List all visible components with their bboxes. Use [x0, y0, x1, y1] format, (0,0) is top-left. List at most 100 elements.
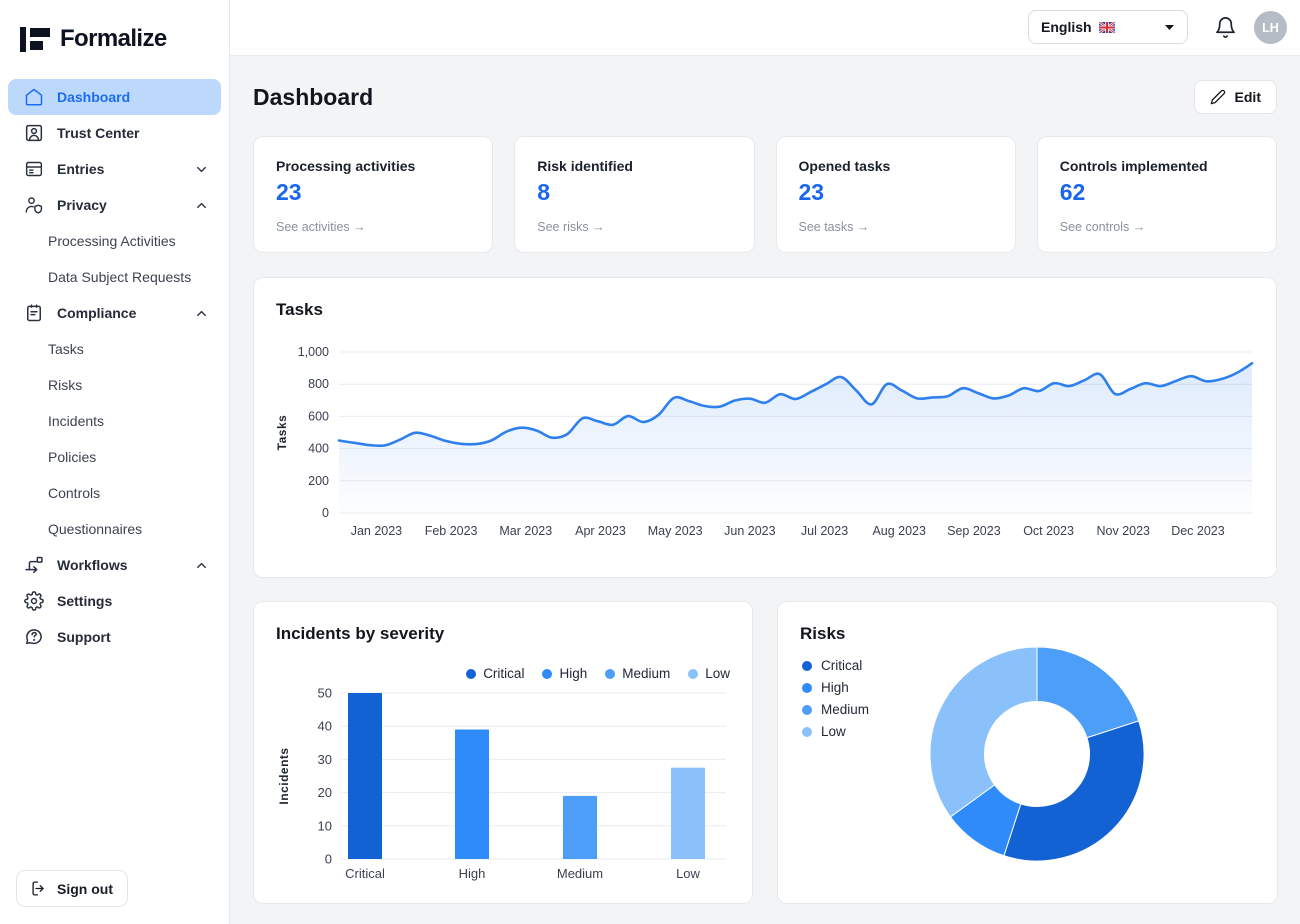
stat-cards-row: Processing activities 23 See activities … — [253, 136, 1277, 253]
risks-card-title: Risks — [800, 624, 846, 643]
incidents-bar-chart: 0 10 20 30 40 50 Incidents Critical High Medium Lo… — [276, 682, 732, 894]
legend-item-high: High — [802, 680, 869, 695]
svg-text:Jul 2023: Jul 2023 — [801, 524, 848, 538]
sidebar-item-settings[interactable]: Settings — [8, 583, 221, 619]
sidebar-item-label: Workflows — [57, 557, 128, 573]
sidebar-item-label: Tasks — [48, 341, 84, 357]
brand-logo-icon — [20, 26, 50, 52]
incidents-card: Incidents by severity Critical High Medi… — [253, 601, 753, 904]
sidebar-item-label: Controls — [48, 485, 101, 501]
see-tasks-link[interactable]: See tasks → — [798, 220, 870, 234]
see-activities-link[interactable]: See activities → — [276, 220, 366, 234]
svg-text:50: 50 — [318, 686, 332, 701]
sidebar-item-incidents[interactable]: Incidents — [0, 403, 229, 439]
stat-value: 23 — [798, 179, 825, 205]
stat-title: Risk identified — [537, 158, 633, 174]
legend-item-medium: Medium — [605, 666, 670, 681]
see-controls-link[interactable]: See controls → — [1059, 220, 1146, 234]
svg-text:Medium: Medium — [557, 866, 603, 881]
sidebar-item-tasks[interactable]: Tasks — [0, 331, 229, 367]
entries-icon — [24, 159, 44, 179]
stat-title: Opened tasks — [798, 158, 891, 174]
brand-name: Formalize — [60, 25, 167, 52]
stat-card-risk-identified: Risk identified 8 See risks → — [514, 136, 755, 253]
svg-text:40: 40 — [318, 719, 332, 734]
svg-text:Sep 2023: Sep 2023 — [947, 524, 1001, 538]
sidebar-item-processing-activities[interactable]: Processing Activities — [0, 223, 229, 259]
language-label: English — [1041, 19, 1092, 35]
uk-flag-icon — [1098, 21, 1115, 33]
stat-value: 8 — [537, 179, 551, 205]
sidebar-item-dashboard[interactable]: Dashboard — [8, 79, 221, 115]
language-select[interactable]: English — [1028, 10, 1188, 44]
svg-text:Aug 2023: Aug 2023 — [872, 524, 926, 538]
stat-card-controls-implemented: Controls implemented 62 See controls → — [1036, 136, 1277, 253]
edit-button[interactable]: Edit — [1193, 80, 1277, 114]
legend-item-medium: Medium — [802, 702, 869, 717]
sidebar-item-label: Compliance — [57, 305, 137, 321]
chevron-up-icon — [194, 306, 209, 321]
risks-card: Risks Critical High Medium Low — [777, 601, 1278, 904]
topbar: English LH — [230, 0, 1300, 56]
svg-text:0: 0 — [325, 852, 332, 867]
legend-item-low: Low — [688, 666, 730, 681]
gear-icon — [24, 591, 44, 611]
sidebar-item-controls[interactable]: Controls — [0, 475, 229, 511]
avatar[interactable]: LH — [1254, 11, 1287, 44]
workflows-icon — [24, 555, 44, 575]
sidebar-item-privacy[interactable]: Privacy — [8, 187, 221, 223]
svg-text:Jan 2023: Jan 2023 — [351, 524, 402, 538]
chevron-up-icon — [194, 558, 209, 573]
svg-text:Feb 2023: Feb 2023 — [425, 524, 478, 538]
legend-item-high: High — [542, 666, 587, 681]
see-risks-link[interactable]: See risks → — [537, 220, 605, 234]
sidebar-item-trust-center[interactable]: Trust Center — [8, 115, 221, 151]
sidebar: Formalize Dashboard Trust Center Entries… — [0, 0, 230, 924]
svg-text:1,000: 1,000 — [298, 345, 329, 359]
sidebar-item-questionnaires[interactable]: Questionnaires — [0, 511, 229, 547]
sidebar-item-label: Privacy — [57, 197, 107, 213]
sidebar-item-policies[interactable]: Policies — [0, 439, 229, 475]
sidebar-item-entries[interactable]: Entries — [8, 151, 221, 187]
sidebar-item-label: Processing Activities — [48, 233, 176, 249]
sidebar-item-data-subject-requests[interactable]: Data Subject Requests — [0, 259, 229, 295]
sidebar-item-compliance[interactable]: Compliance — [8, 295, 221, 331]
stat-value: 23 — [276, 179, 302, 205]
svg-text:Apr 2023: Apr 2023 — [575, 524, 626, 538]
svg-text:Tasks: Tasks — [276, 415, 289, 451]
incidents-legend: Critical High Medium Low — [466, 666, 730, 681]
sidebar-item-risks[interactable]: Risks — [0, 367, 229, 403]
sign-out-label: Sign out — [57, 880, 113, 897]
svg-text:Dec 2023: Dec 2023 — [1171, 524, 1225, 538]
svg-text:Incidents: Incidents — [277, 747, 291, 804]
sidebar-nav: Dashboard Trust Center Entries Privacy P… — [0, 79, 229, 655]
sign-out-button[interactable]: Sign out — [16, 870, 128, 907]
compliance-icon — [24, 303, 44, 323]
edit-label: Edit — [1234, 89, 1261, 105]
svg-text:10: 10 — [318, 818, 332, 833]
help-icon — [24, 627, 44, 647]
sidebar-item-support[interactable]: Support — [8, 619, 221, 655]
svg-text:Low: Low — [676, 866, 700, 881]
sidebar-item-label: Support — [57, 629, 111, 645]
risks-donut-chart — [778, 602, 1279, 905]
arrow-right-icon: → — [592, 220, 605, 234]
stat-title: Processing activities — [276, 158, 416, 174]
svg-text:Critical: Critical — [345, 866, 385, 881]
svg-text:600: 600 — [308, 409, 329, 423]
sidebar-item-label: Entries — [57, 161, 105, 177]
svg-text:400: 400 — [308, 442, 329, 456]
svg-text:High: High — [459, 866, 486, 881]
svg-text:200: 200 — [308, 474, 329, 488]
trust-center-icon — [24, 123, 44, 143]
stat-title: Controls implemented — [1059, 158, 1208, 174]
svg-text:30: 30 — [318, 752, 332, 767]
sidebar-item-label: Policies — [48, 449, 97, 465]
legend-item-critical: Critical — [466, 666, 524, 681]
chevron-up-icon — [194, 198, 209, 213]
tasks-card-title: Tasks — [276, 300, 323, 319]
sidebar-item-workflows[interactable]: Workflows — [8, 547, 221, 583]
home-icon — [24, 87, 44, 107]
privacy-icon — [24, 195, 44, 215]
notifications-bell-icon[interactable] — [1214, 16, 1237, 39]
